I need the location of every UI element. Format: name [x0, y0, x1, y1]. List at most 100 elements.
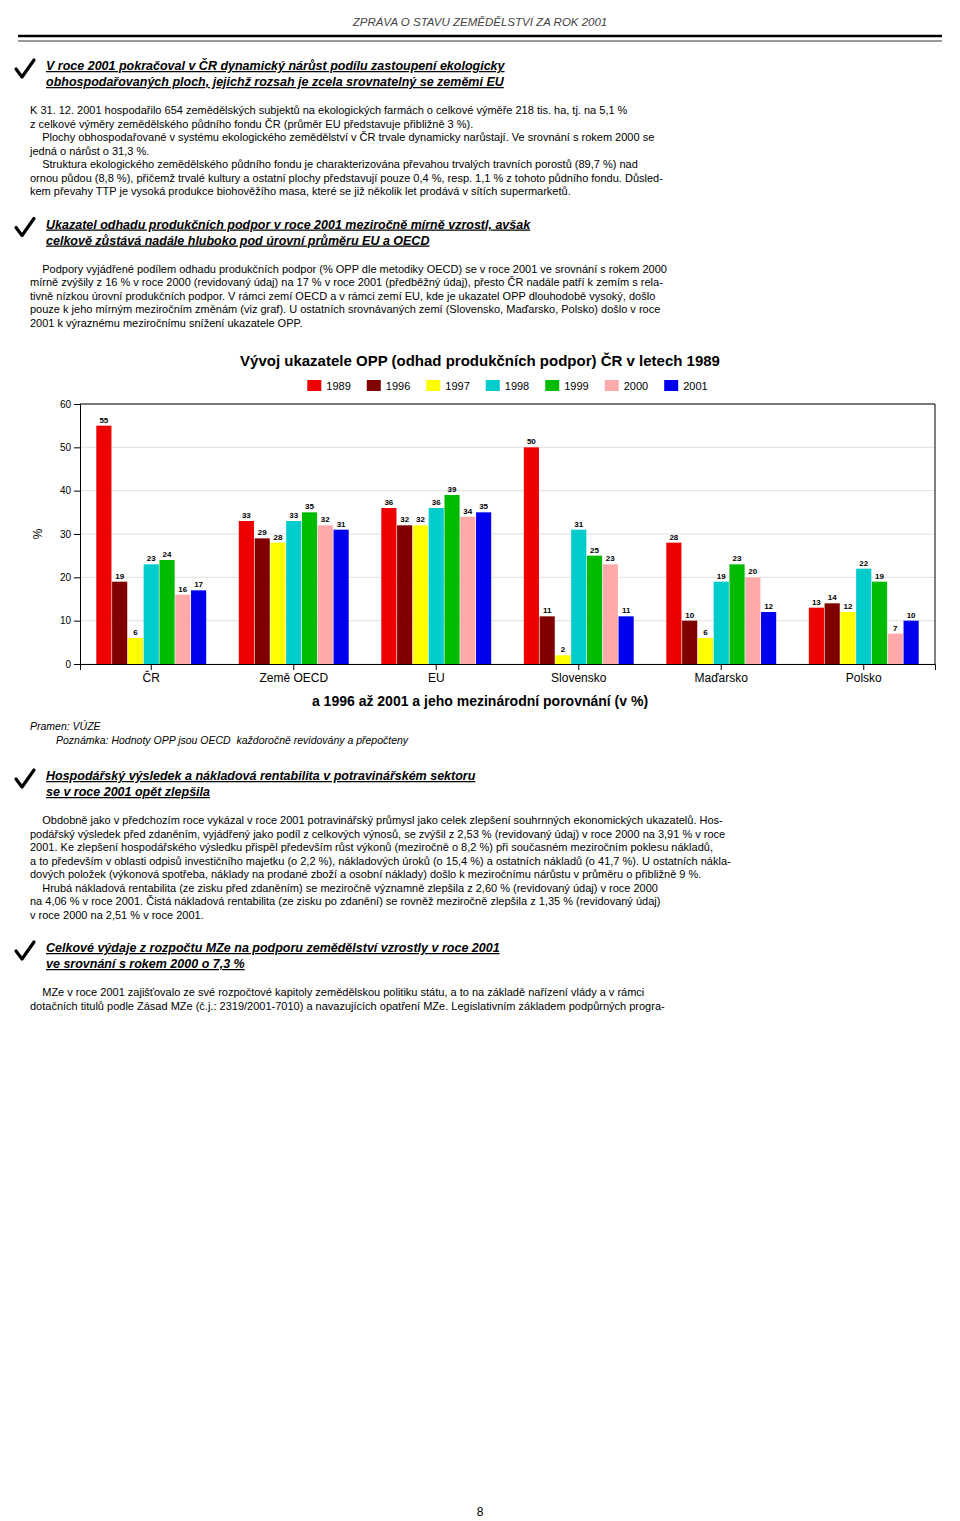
- data-label: 33: [242, 511, 251, 520]
- bar: [429, 508, 444, 664]
- section: Celkové výdaje z rozpočtu MZe na podporu…: [16, 941, 665, 1012]
- data-label: 36: [384, 498, 393, 507]
- tick-label: Maďarsko: [695, 671, 749, 685]
- section-title: se v roce 2001 opět zlepšila: [46, 785, 210, 799]
- tick-mark: [436, 664, 437, 670]
- tick: 50: [60, 442, 80, 453]
- body-text: podářský výsledek před zdaněním, vyjádře…: [30, 828, 725, 840]
- body-text: Podpory vyjádřené podílem odhadu produkč…: [30, 263, 667, 275]
- data-label: 20: [748, 567, 757, 576]
- data-label: 31: [574, 520, 583, 529]
- data-label: 24: [163, 550, 172, 559]
- body-text: Hrubá nákladová rentabilita (ze zisku př…: [30, 882, 658, 894]
- section-title: celkově zůstává nadále hluboko pod úrovn…: [46, 234, 429, 248]
- legend: 1989 1996 1997 1998 1999 2000 2001: [307, 380, 707, 392]
- data-label: 34: [463, 507, 472, 516]
- tick: Maďarsko: [695, 664, 749, 685]
- bar: [872, 582, 887, 664]
- bar: [856, 569, 871, 664]
- bars: [96, 426, 918, 664]
- data-label: 10: [685, 611, 694, 620]
- source-text: Pramen: VÚZE: [30, 720, 102, 732]
- header-rule: [18, 35, 942, 38]
- legend-item: 2001: [664, 380, 707, 392]
- legend-swatch: [545, 380, 559, 391]
- bar: [587, 556, 602, 664]
- section-title: obhospodařovaných ploch, jejichž rozsah …: [46, 75, 505, 89]
- legend-label: 2000: [624, 380, 648, 392]
- bar-series: [191, 512, 919, 664]
- grid-line: [80, 490, 935, 491]
- chart: 5533365028131929321110146283226122333363…: [31, 380, 936, 685]
- legend-label: 1997: [445, 380, 469, 392]
- legend-item: 1996: [367, 380, 410, 392]
- body-text: v roce 2000 na 2,51 % v roce 2001.: [30, 909, 204, 921]
- data-label: 32: [400, 515, 409, 524]
- body-text: dových položek (výkonová spotřeba, nákla…: [30, 868, 701, 880]
- data-label: 55: [99, 416, 108, 425]
- axis-line: [74, 405, 81, 665]
- grid-line: [80, 534, 935, 535]
- note-text: Poznámka: Hodnoty OPP jsou OECD každoroč…: [56, 734, 409, 746]
- grid-line: [80, 577, 935, 578]
- tick: 40: [60, 485, 80, 496]
- data-label: 22: [859, 559, 868, 568]
- tick-label: 30: [60, 529, 72, 540]
- legend-swatch: [664, 380, 678, 391]
- header-rule: [18, 41, 942, 42]
- bar: [745, 577, 760, 664]
- legend-item: 1999: [545, 380, 588, 392]
- data-label: 10: [907, 611, 916, 620]
- body-text: tivně nízkou úrovní produkčních podpor. …: [30, 290, 655, 302]
- tick-mark: [74, 664, 80, 665]
- body-text: a to především v oblasti odpisů investič…: [30, 855, 731, 867]
- data-label: 6: [133, 628, 138, 637]
- bar: [682, 621, 697, 664]
- tick-mark: [578, 664, 579, 670]
- data-label: 13: [812, 598, 821, 607]
- legend-item: 1998: [486, 380, 529, 392]
- bar: [904, 621, 919, 664]
- grid-line: [80, 404, 935, 405]
- bar: [144, 564, 159, 664]
- tick: Slovensko: [551, 664, 607, 685]
- bar: [761, 612, 776, 664]
- legend-label: 1999: [564, 380, 588, 392]
- bar-series: [112, 525, 840, 664]
- checkmark-icon: [16, 942, 34, 959]
- axis-line: [81, 665, 936, 671]
- bar: [318, 525, 333, 664]
- tick-mark: [74, 577, 80, 578]
- bar: [714, 582, 729, 664]
- bar: [603, 564, 618, 664]
- body-text: na 4,06 % v roce 2001. Čistá nákladová r…: [30, 895, 660, 907]
- bar: [191, 590, 206, 664]
- bar: [397, 525, 412, 664]
- data-label: 11: [622, 606, 631, 615]
- section-title: ve srovnání s rokem 2000 o 7,3 %: [46, 957, 245, 971]
- body-text: kem převahy TTP je vysoká produkce bioho…: [30, 185, 571, 197]
- tick-mark: [863, 664, 864, 670]
- plot-frame: [935, 404, 936, 664]
- bar: [270, 543, 285, 664]
- legend-swatch: [605, 380, 619, 391]
- tick-label: Země OECD: [259, 671, 328, 685]
- data-label: 12: [844, 602, 853, 611]
- page-title: ZPRÁVA O STAVU ZEMĚDĚLSTVÍ ZA ROK 2001: [352, 16, 608, 28]
- data-label: 14: [828, 593, 837, 602]
- checkmark-icon: [16, 219, 34, 236]
- data-label: 2: [561, 645, 566, 654]
- bar: [540, 616, 555, 664]
- legend-label: 1998: [505, 380, 529, 392]
- grid-line: [80, 447, 935, 448]
- section-title: Celkové výdaje z rozpočtu MZe na podporu…: [46, 941, 500, 955]
- body-text: K 31. 12. 2001 hospodařilo 654 zemědělsk…: [30, 104, 628, 116]
- bar: [476, 512, 491, 664]
- section-title: V roce 2001 pokračoval v ČR dynamický ná…: [46, 58, 506, 73]
- checkmark-icon: [16, 60, 34, 77]
- legend-label: 1989: [326, 380, 350, 392]
- bar: [159, 560, 174, 664]
- tick-label: 0: [65, 659, 71, 670]
- axis-title: %: [31, 528, 45, 539]
- data-label: 17: [194, 580, 203, 589]
